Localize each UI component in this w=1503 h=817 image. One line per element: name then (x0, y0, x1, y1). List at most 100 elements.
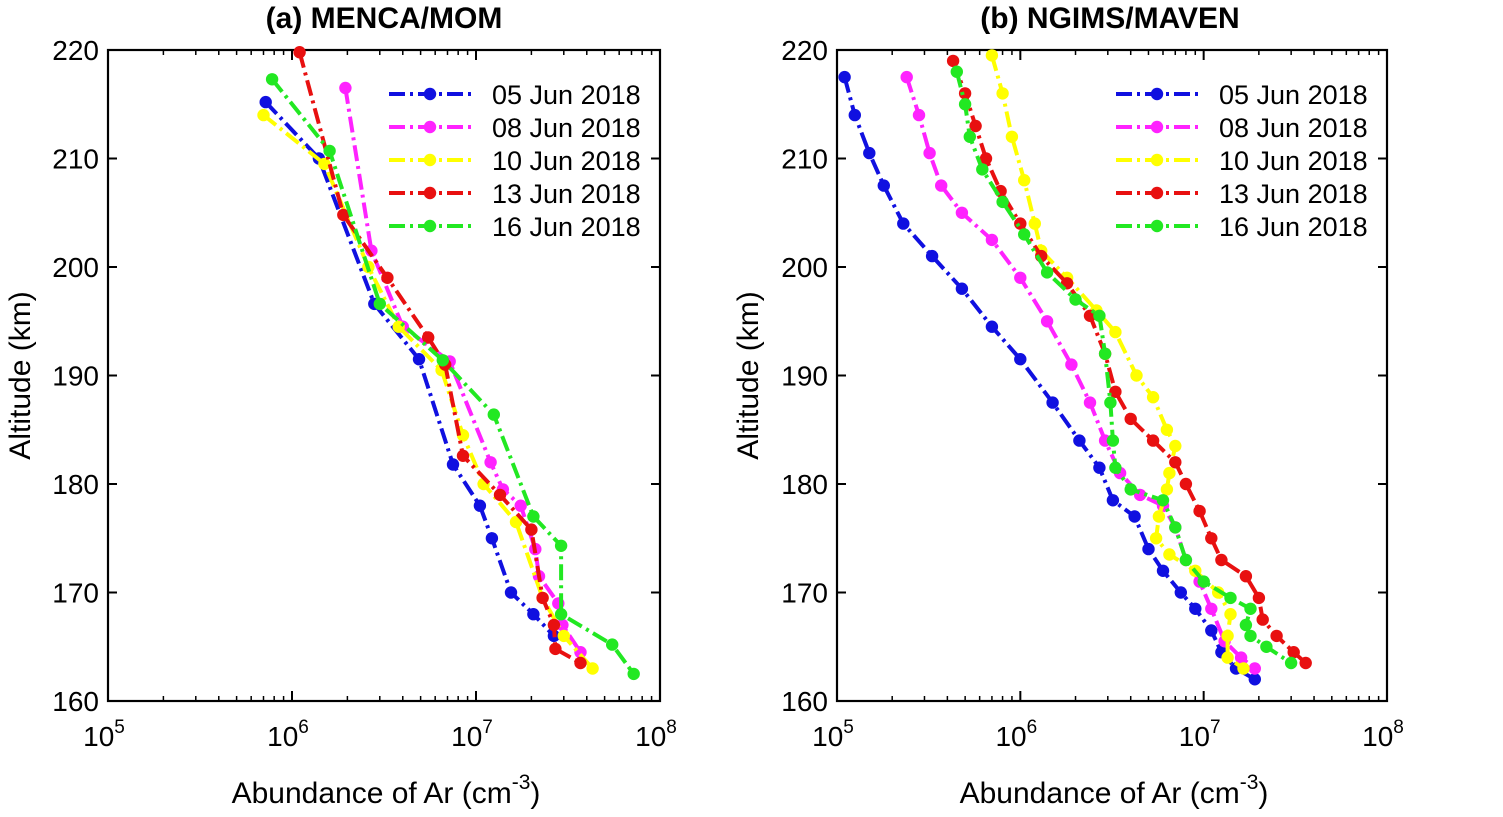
data-point (1142, 542, 1155, 556)
panel-a-menca-mom: (a) MENCA/MOM 160 170 180 190 200 210 220 105 106… (4, 2, 677, 810)
data-point (554, 539, 568, 552)
data-point (574, 656, 587, 670)
y-axis-label: Altitude (km) (732, 291, 765, 459)
data-point (996, 195, 1009, 209)
data-point (1239, 618, 1253, 632)
data-point (1224, 608, 1237, 621)
data-point (473, 499, 487, 512)
legend-label: 16 Jun 2018 (492, 212, 641, 242)
data-point (1098, 347, 1112, 360)
data-point (1106, 494, 1120, 507)
data-point (1260, 640, 1273, 653)
data-point (1152, 510, 1166, 523)
data-point (525, 523, 538, 536)
data-point (1040, 266, 1054, 279)
data-point (1193, 504, 1206, 518)
data-point (1189, 602, 1202, 615)
series-1 (900, 70, 1262, 675)
data-point (485, 532, 499, 545)
legend-label: 13 Jun 2018 (1219, 179, 1368, 209)
data-point (487, 408, 500, 421)
data-point (1093, 309, 1106, 322)
y-tick-label: 170 (781, 578, 828, 609)
data-point (1299, 656, 1312, 670)
data-point (484, 456, 497, 469)
data-point (1169, 521, 1182, 534)
data-point (1069, 293, 1082, 306)
data-point (1239, 570, 1253, 583)
x-axis-label: Abundance of Ar (cm-3) (960, 771, 1269, 810)
y-tick-label: 210 (781, 144, 828, 175)
data-point (504, 586, 518, 599)
data-point (1130, 369, 1143, 382)
data-point (527, 608, 540, 621)
data-point (422, 331, 435, 344)
data-point (257, 108, 270, 122)
data-point (1270, 629, 1283, 643)
series-0 (838, 70, 1262, 686)
data-point (337, 208, 350, 222)
data-point (456, 449, 470, 462)
legend-label: 05 Jun 2018 (492, 80, 641, 110)
data-point (897, 217, 910, 230)
data-point (923, 146, 936, 160)
chart-title: (a) MENCA/MOM (266, 2, 503, 35)
data-point (1244, 602, 1257, 615)
data-point (381, 271, 394, 284)
data-point (1146, 391, 1160, 404)
series-0 (259, 95, 561, 643)
data-point (1146, 434, 1160, 447)
data-point (1287, 646, 1300, 659)
x-tick-label: 105 (83, 717, 125, 752)
data-point (912, 108, 926, 122)
series-4 (265, 73, 640, 681)
data-point (1156, 494, 1170, 507)
data-point (958, 98, 972, 111)
data-point (627, 667, 640, 681)
legend-label: 13 Jun 2018 (492, 179, 641, 209)
x-axis-label: Abundance of Ar (cm-3) (232, 771, 541, 810)
data-point (1205, 602, 1218, 615)
series-line (842, 76, 1256, 682)
legend-label: 10 Jun 2018 (1219, 146, 1368, 176)
data-point (339, 81, 352, 95)
data-point (946, 54, 960, 68)
y-tick-label: 160 (781, 686, 828, 717)
data-point (1093, 461, 1106, 474)
series-3 (293, 46, 587, 670)
data-point (877, 179, 890, 192)
data-point (925, 249, 939, 263)
data-point (1014, 271, 1027, 284)
data-point (1244, 629, 1257, 643)
data-point (1248, 673, 1262, 686)
data-point (1160, 483, 1174, 496)
data-point (950, 65, 963, 78)
series-3 (946, 54, 1312, 670)
y-tick-label: 190 (52, 361, 99, 392)
data-point (1224, 591, 1237, 605)
data-point (547, 618, 561, 632)
data-point (556, 618, 569, 632)
data-point (1073, 434, 1086, 447)
data-point (259, 95, 272, 109)
x-tick-label: 106 (267, 717, 309, 752)
data-point (1106, 434, 1120, 447)
data-point (1284, 656, 1298, 670)
data-point (1221, 629, 1234, 643)
data-point (1215, 553, 1228, 567)
data-point (1128, 510, 1141, 523)
data-point (1179, 477, 1193, 491)
series-line (264, 100, 556, 638)
legend-label: 10 Jun 2018 (492, 146, 641, 176)
legend-label: 08 Jun 2018 (492, 113, 641, 143)
data-point (1065, 358, 1078, 371)
data-point (493, 488, 507, 502)
data-point (985, 49, 999, 62)
data-point (955, 282, 969, 295)
y-tick-label: 200 (781, 252, 828, 283)
data-point (1174, 586, 1188, 599)
x-tick-label: 108 (1362, 717, 1404, 752)
y-tick-label: 190 (781, 361, 828, 392)
data-point (1163, 466, 1176, 480)
series-line (270, 78, 636, 676)
